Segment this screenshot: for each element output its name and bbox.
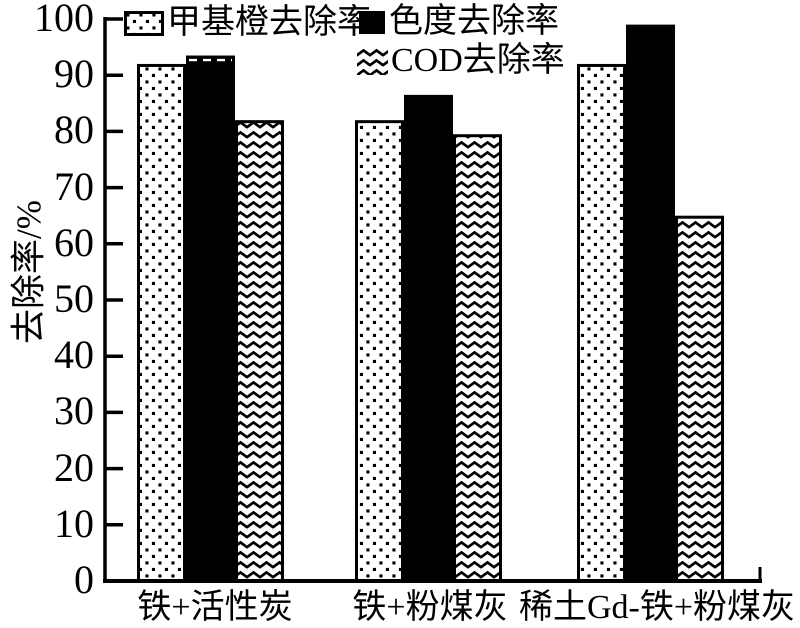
y-tick-label: 70 xyxy=(54,163,94,209)
x-category-label: 铁+粉煤灰 xyxy=(352,589,508,626)
y-tick-label: 60 xyxy=(54,219,94,265)
bars-layer xyxy=(137,24,724,583)
bar-zigzag-group0 xyxy=(235,120,284,583)
x-category-label: 铁+活性炭 xyxy=(137,589,293,626)
axes-and-ticks xyxy=(103,17,762,583)
y-tick-label: 10 xyxy=(54,500,94,546)
y-tick-label: 50 xyxy=(54,276,94,321)
bar-dots-group1 xyxy=(355,120,404,583)
legend-label-methyl-orange: 甲基橙去除率 xyxy=(167,4,371,41)
y-tick-label: 20 xyxy=(54,444,94,490)
bar-solid-group1 xyxy=(404,94,453,582)
y-tick-label: 90 xyxy=(54,51,94,97)
legend-item-cod: COD去除率 xyxy=(357,42,565,80)
solid-black-swatch-icon xyxy=(359,10,385,34)
dotted-swatch-icon xyxy=(124,10,164,36)
bar-zigzag-group2 xyxy=(675,215,724,583)
bar-dots-group0 xyxy=(137,63,186,583)
y-tick-label: 40 xyxy=(54,332,94,378)
bar-zigzag-group1 xyxy=(453,134,502,583)
y-axis-title: 去除率/% xyxy=(9,200,49,344)
legend-item-chroma: 色度去除率 xyxy=(359,3,559,41)
bar-solid-group2 xyxy=(626,24,675,582)
y-tick-label: 80 xyxy=(54,107,94,153)
x-category-label: 稀土Gd-铁+粉煤灰 xyxy=(518,589,796,626)
bar-dots-group2 xyxy=(577,63,626,583)
bar-solid-group0 xyxy=(186,55,235,581)
legend-label-chroma: 色度去除率 xyxy=(389,3,559,40)
y-tick-label: 100 xyxy=(34,0,94,40)
y-tick-label: 0 xyxy=(74,557,94,602)
legend-label-cod: COD去除率 xyxy=(391,42,565,79)
y-tick-label: 30 xyxy=(54,388,94,434)
zigzag-swatch-icon xyxy=(357,47,388,75)
legend-item-methyl-orange: 甲基橙去除率 xyxy=(124,4,371,42)
